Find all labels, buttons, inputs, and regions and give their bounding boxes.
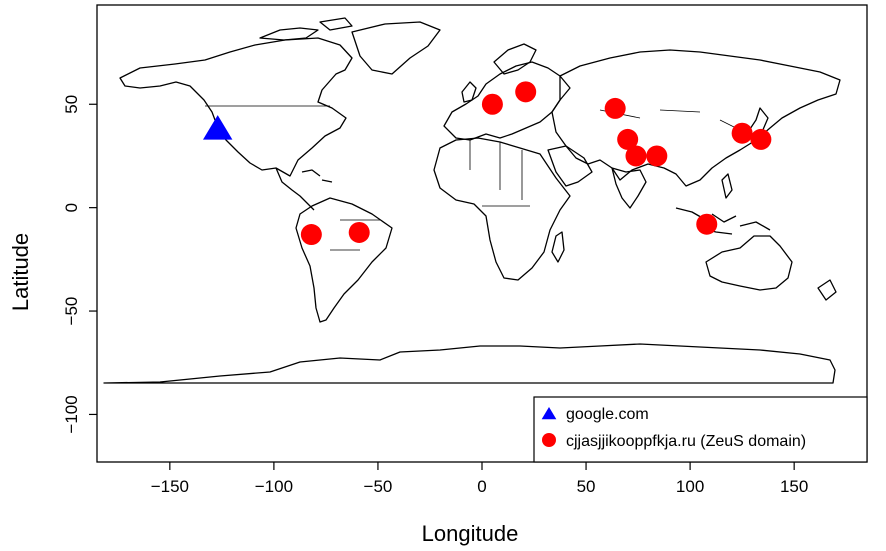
arabia-outline [547,145,593,187]
zeus-point [604,97,626,119]
x-tick-label: 100 [676,477,704,496]
zeus-point [696,213,718,235]
google-point [203,115,233,140]
x-axis: −150 −100 −50 0 50 100 150 [151,462,808,496]
zeus-point [625,145,647,167]
antarctica-outline [103,343,836,384]
arctic-islands-outline [259,17,353,41]
y-tick-label: 50 [62,95,81,114]
south-america-outline [295,197,393,323]
zeus-point [617,128,639,150]
zeus-point [300,224,322,246]
legend: google.com cjjasjjikooppfkja.ru (ZeuS do… [533,396,868,463]
philippines-outline [721,173,733,199]
legend-label-google: google.com [566,406,649,423]
greenland-outline [351,21,441,75]
zeus-point [515,81,537,103]
data-points [203,81,772,246]
world-map [103,17,841,384]
australia-outline [705,235,793,291]
asia-outline [551,49,841,187]
indonesia-outline [675,207,771,235]
new-zealand-outline [817,279,837,301]
europe-outline [443,61,571,141]
central-america-outline [275,167,315,211]
x-tick-label: 50 [577,477,596,496]
y-tick-label: −100 [62,395,81,433]
x-tick-label: −150 [151,477,189,496]
zeus-point [750,128,772,150]
zeus-point [646,145,668,167]
africa-outline [433,137,571,281]
x-tick-label: −50 [364,477,393,496]
y-axis-title: Latitude [8,233,33,311]
y-tick-label: 0 [62,203,81,212]
zeus-point [348,221,370,243]
zeus-point [481,93,503,115]
caribbean-outline [301,169,333,183]
legend-circle-marker [542,433,556,447]
legend-label-zeus: cjjasjjikooppfkja.ru (ZeuS domain) [566,433,806,450]
north-america-outline [119,37,353,177]
legend-box [533,396,868,463]
x-tick-label: 150 [780,477,808,496]
x-tick-label: 0 [477,477,486,496]
plot-area [96,4,868,463]
madagascar-outline [551,231,565,263]
zeus-point [731,122,753,144]
x-tick-label: −100 [255,477,293,496]
scandinavia-outline [493,43,537,75]
y-axis: −100 −50 0 50 [62,95,97,434]
y-tick-label: −50 [62,297,81,326]
x-axis-title: Longitude [422,521,519,546]
legend-triangle-marker [541,407,557,420]
india-outline [611,167,647,209]
uk-outline [461,81,477,103]
